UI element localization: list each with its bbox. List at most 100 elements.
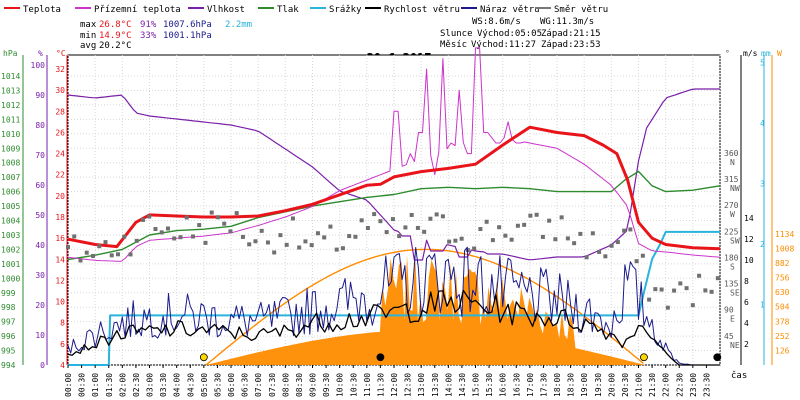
x-tick-label: 16:30 bbox=[512, 373, 521, 397]
wind-speed-info: WS:8.6m/s bbox=[472, 17, 521, 27]
wind-direction-point bbox=[228, 229, 233, 234]
hpa-tick: 1005 bbox=[1, 202, 20, 211]
wind-direction-point bbox=[703, 288, 708, 293]
x-tick-label: 19:00 bbox=[580, 373, 589, 397]
degc-unit: °C bbox=[56, 49, 66, 58]
time-axis: 00:00 00:30 01:00 01:30 02:00 02:30 03:00 03:30… bbox=[64, 365, 747, 397]
degc-tick: 6 bbox=[60, 340, 65, 349]
wind-direction-point bbox=[459, 236, 464, 241]
wind-direction-point bbox=[509, 237, 514, 242]
wind-direction-point bbox=[340, 246, 345, 251]
x-tick-label: 21:00 bbox=[635, 373, 644, 397]
dir-letter: NW bbox=[730, 184, 740, 193]
wind-gust-line bbox=[67, 246, 718, 366]
wind-direction-point bbox=[272, 250, 277, 255]
w-tick: 378 bbox=[775, 317, 790, 326]
hpa-tick: 1011 bbox=[1, 115, 20, 124]
x-tick-label: 19:30 bbox=[594, 373, 603, 397]
x-tick-label: 08:30 bbox=[295, 373, 304, 397]
wind-direction-point bbox=[547, 218, 552, 223]
wind-direction-point bbox=[522, 222, 527, 227]
wind-direction-point bbox=[66, 245, 70, 250]
wind-direction-point bbox=[653, 287, 658, 292]
pct-tick: 30 bbox=[35, 271, 45, 280]
hpa-tick: 995 bbox=[1, 347, 16, 356]
w-tick: 1008 bbox=[775, 244, 794, 253]
pct-tick: 20 bbox=[35, 301, 45, 310]
legend-label: Tlak bbox=[277, 5, 299, 15]
legend-label: Teplota bbox=[23, 5, 61, 15]
pct-tick: 0 bbox=[40, 361, 45, 370]
hpa-tick: 1000 bbox=[1, 274, 20, 283]
w-tick: 756 bbox=[775, 274, 790, 283]
hpa-tick: 998 bbox=[1, 303, 16, 312]
dir-tick: 270 bbox=[724, 201, 739, 210]
dir-tick: 225 bbox=[724, 227, 739, 236]
wind-direction-point bbox=[184, 215, 189, 220]
wind-direction-point bbox=[322, 235, 327, 240]
wind-direction-point bbox=[378, 219, 383, 224]
ms-tick: 6 bbox=[744, 298, 749, 307]
x-tick-label: 11:00 bbox=[363, 373, 372, 397]
x-tick-label: 10:30 bbox=[349, 373, 358, 397]
moonset-text: Západ:23:53 bbox=[541, 40, 601, 50]
wind-direction-point bbox=[672, 288, 677, 293]
dir-tick: 180 bbox=[724, 253, 739, 262]
sunrise-text: Východ:05:05 bbox=[477, 29, 542, 39]
dir-tick: 90 bbox=[724, 306, 734, 315]
time-axis-label: čas bbox=[731, 370, 747, 381]
wind-direction-point bbox=[534, 212, 539, 217]
wind-direction-point bbox=[240, 234, 245, 239]
wind-direction-point bbox=[253, 239, 258, 244]
wind-direction-point bbox=[684, 286, 689, 291]
wind-direction-point bbox=[365, 225, 370, 230]
hpa-unit: hPa bbox=[3, 49, 18, 58]
wind-direction-point bbox=[315, 231, 320, 236]
pct-unit: % bbox=[38, 49, 43, 58]
x-tick-label: 14:30 bbox=[458, 373, 467, 397]
moonrise-text: Východ:11:27 bbox=[471, 40, 536, 50]
wind-direction-point bbox=[565, 236, 570, 241]
w-unit: W bbox=[777, 49, 782, 58]
degc-tick: 28 bbox=[55, 107, 65, 116]
wind-direction-point bbox=[584, 255, 589, 260]
wind-direction-point bbox=[72, 234, 77, 239]
hpa-tick: 1014 bbox=[1, 72, 20, 81]
x-tick-label: 18:00 bbox=[553, 373, 562, 397]
wind-direction-point bbox=[628, 227, 633, 232]
wind-direction-point bbox=[290, 216, 295, 221]
wind-direction-point bbox=[615, 240, 620, 245]
mm-tick: 4 bbox=[760, 119, 765, 128]
wind-direction-point bbox=[134, 238, 139, 243]
stats-min-label: min bbox=[80, 31, 96, 41]
wind-direction-point bbox=[397, 234, 402, 239]
w-tick: 504 bbox=[775, 303, 790, 312]
wind-direction-point bbox=[634, 259, 639, 264]
wind-direction-point bbox=[90, 253, 95, 258]
x-tick-label: 01:30 bbox=[105, 373, 114, 397]
wind-direction-point bbox=[328, 224, 333, 229]
wind-direction-point bbox=[690, 303, 695, 308]
x-tick-label: 03:00 bbox=[146, 373, 155, 397]
pct-tick: 50 bbox=[35, 211, 45, 220]
wind-direction-point bbox=[659, 287, 664, 292]
wind-direction-point bbox=[215, 215, 220, 220]
pct-tick: 90 bbox=[35, 91, 45, 100]
hpa-tick: 1001 bbox=[1, 260, 20, 269]
ms-tick: 4 bbox=[744, 319, 749, 328]
stats-avg-label: avg bbox=[80, 41, 96, 51]
x-tick-label: 22:30 bbox=[675, 373, 684, 397]
stats-avg-temp: 20.2°C bbox=[99, 41, 132, 51]
degc-tick: 24 bbox=[55, 150, 65, 159]
legend-label: Náraz větru bbox=[480, 5, 540, 15]
x-tick-label: 04:00 bbox=[173, 373, 182, 397]
stats-max-hum: 91% bbox=[140, 20, 157, 30]
mm-tick: 1 bbox=[760, 301, 765, 310]
dir-tick: 315 bbox=[724, 175, 739, 184]
wind-direction-point bbox=[297, 245, 302, 250]
degc-tick: 18 bbox=[55, 213, 65, 222]
legend-label: Rychlost větru bbox=[384, 5, 460, 15]
wind-speed-line bbox=[67, 289, 720, 366]
x-tick-label: 00:30 bbox=[78, 373, 87, 397]
wind-direction-point bbox=[384, 230, 389, 235]
